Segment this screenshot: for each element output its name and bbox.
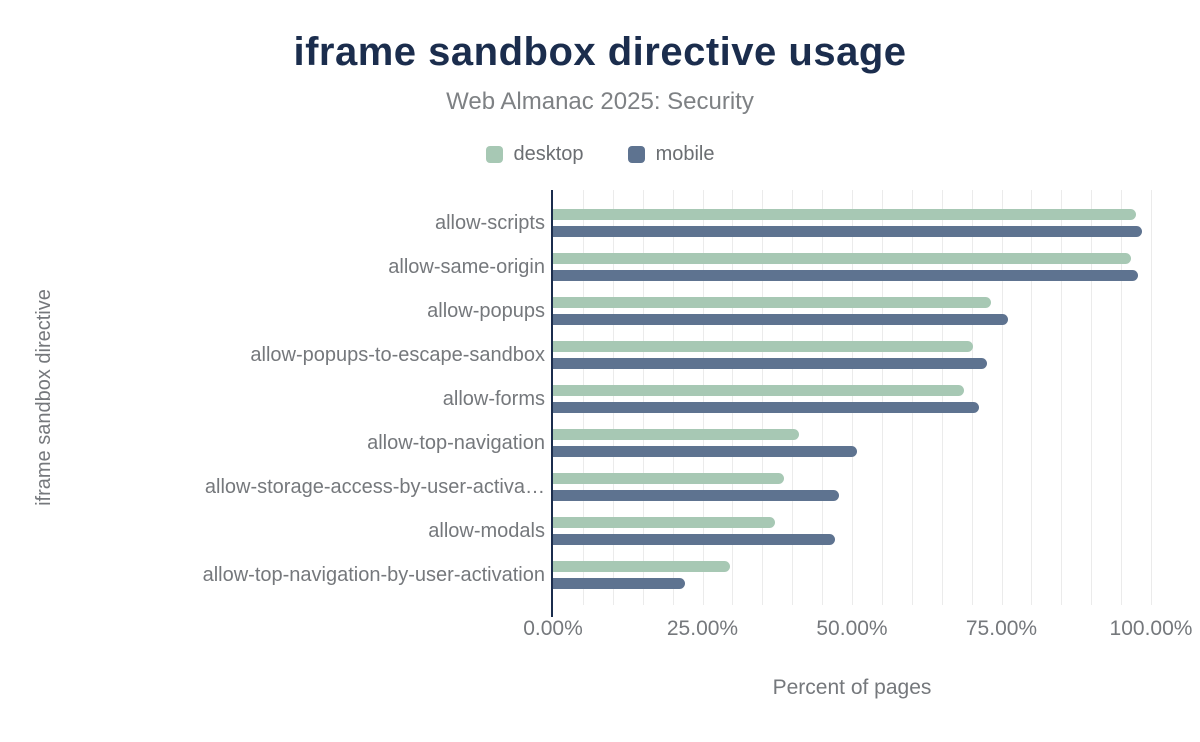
gridline [852,190,853,605]
mobile-swatch-icon [627,146,645,163]
bar-mobile[interactable] [553,490,839,501]
legend-item-desktop[interactable]: desktop [485,143,584,166]
gridline [881,190,883,605]
bar-desktop[interactable] [553,385,964,396]
category-label: allow-same-origin [388,256,545,278]
gridline [702,190,704,605]
x-tick-label: 50.00% [816,617,888,640]
category-labels: allow-scripts allow-same-origin allow-popu… [0,190,545,605]
bar-desktop[interactable] [553,429,800,440]
bar-desktop[interactable] [553,517,776,528]
gridline [911,190,913,605]
x-tick-label: 0.00% [523,617,583,640]
category-label: allow-top-navigation-by-user-activation [202,564,545,586]
gridline [1001,190,1003,605]
x-axis-ticks: 0.00% 25.00% 50.00% 75.00% 100.00% [523,617,1192,643]
category-label: allow-popups [427,300,545,322]
chart-title: iframe sandbox directive usage [293,30,907,74]
y-axis-line [551,190,553,617]
gridline [1091,190,1093,605]
bar-desktop[interactable] [553,253,1131,264]
legend-item-mobile[interactable]: mobile [627,143,715,166]
desktop-swatch-icon [485,146,503,163]
plot-area [553,190,1152,605]
gridline [1031,190,1033,605]
gridline [792,190,794,605]
gridline [1151,190,1152,605]
bar-mobile[interactable] [553,446,857,457]
gridline [612,190,614,605]
bar-desktop[interactable] [553,297,992,308]
gridline [582,190,584,605]
category-label: allow-scripts [434,212,545,234]
category-label: allow-modals [428,520,545,542]
bar-desktop[interactable] [553,473,784,484]
bar-mobile[interactable] [553,358,987,369]
bar-mobile[interactable] [553,314,1009,325]
bar-desktop[interactable] [553,561,730,572]
gridline [822,190,824,605]
gridline [1061,190,1063,605]
category-label: allow-popups-to-escape-sandbox [250,344,545,366]
bar-mobile[interactable] [553,226,1143,237]
category-label: allow-storage-access-by-user-activa… [204,476,545,498]
chart-subtitle: Web Almanac 2025: Security [446,88,754,115]
x-tick-label: 25.00% [666,617,739,640]
gridline [642,190,644,605]
x-tick-label: 75.00% [965,617,1038,640]
legend-label-mobile: mobile [655,143,715,165]
legend: desktop mobile [0,143,1200,166]
category-label: allow-top-navigation [367,432,545,454]
bar-mobile[interactable] [553,578,686,589]
gridline [1121,190,1123,605]
bar-mobile[interactable] [553,402,979,413]
bar-mobile[interactable] [553,270,1138,281]
gridline [762,190,764,605]
bar-desktop[interactable] [553,341,973,352]
x-tick-label: 100.00% [1109,617,1193,640]
x-axis-title: Percent of pages [772,676,932,699]
category-label: allow-forms [442,388,545,410]
bar-mobile[interactable] [553,534,836,545]
legend-label-desktop: desktop [513,143,584,165]
gridline [941,190,943,605]
bar-desktop[interactable] [553,209,1137,220]
gridline [672,190,674,605]
gridline [732,190,734,605]
gridline [971,190,973,605]
